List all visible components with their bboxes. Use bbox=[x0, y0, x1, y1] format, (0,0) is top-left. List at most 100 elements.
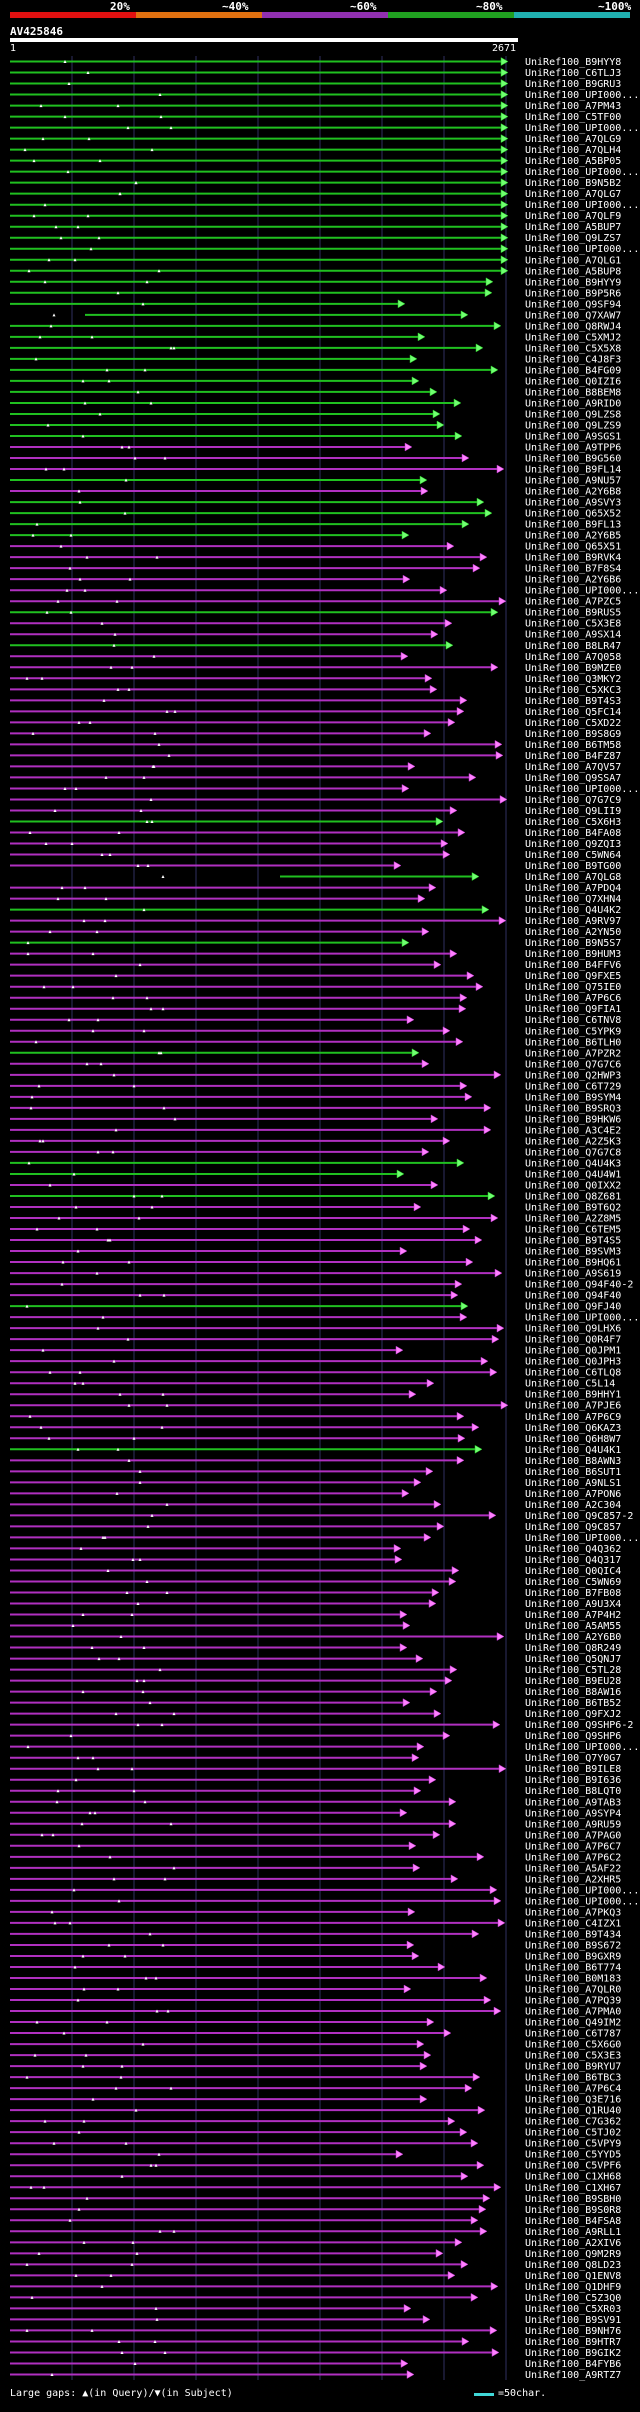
hit-label[interactable]: UniRef100_Q4U4K2 bbox=[525, 905, 621, 916]
hit-label[interactable]: UniRef100_Q8R249 bbox=[525, 1643, 621, 1654]
hit-label[interactable]: UniRef100_A7QLH4 bbox=[525, 145, 621, 156]
hit-label[interactable]: UniRef100_B6T774 bbox=[525, 1962, 621, 1973]
hit-label[interactable]: UniRef100_B9HQ61 bbox=[525, 1258, 621, 1269]
hit-label[interactable]: UniRef100_Q9LZS9 bbox=[525, 420, 621, 431]
hit-label[interactable]: UniRef100_B9HYY9 bbox=[525, 277, 621, 288]
hit-label[interactable]: UniRef100_Q0IXX2 bbox=[525, 1180, 621, 1191]
hit-label[interactable]: UniRef100_C5XD22 bbox=[525, 718, 621, 729]
hit-label[interactable]: UniRef100_B9S672 bbox=[525, 1940, 621, 1951]
hit-label[interactable]: UniRef100_Q9C857 bbox=[525, 1522, 621, 1533]
hit-label[interactable]: UniRef100_UPI000... bbox=[525, 1896, 639, 1907]
hit-label[interactable]: UniRef100_C5XMJ2 bbox=[525, 332, 621, 343]
hit-label[interactable]: UniRef100_Q9LII9 bbox=[525, 806, 621, 817]
hit-label[interactable]: UniRef100_Q7XHN4 bbox=[525, 894, 621, 905]
hit-label[interactable]: UniRef100_Q0JPH3 bbox=[525, 1357, 621, 1368]
hit-label[interactable]: UniRef100_A2Y6B0 bbox=[525, 1632, 621, 1643]
hit-label[interactable]: UniRef100_Q5QNJ7 bbox=[525, 1654, 621, 1665]
hit-label[interactable]: UniRef100_A2YN50 bbox=[525, 927, 621, 938]
hit-label[interactable]: UniRef100_B9RVK4 bbox=[525, 553, 621, 564]
hit-label[interactable]: UniRef100_B9SRQ3 bbox=[525, 1103, 621, 1114]
hit-label[interactable]: UniRef100_A2XHR5 bbox=[525, 1874, 621, 1885]
hit-label[interactable]: UniRef100_Q0IZI6 bbox=[525, 376, 621, 387]
hit-label[interactable]: UniRef100_A5AM55 bbox=[525, 1621, 621, 1632]
hit-label[interactable]: UniRef100_Q94F40-2 bbox=[525, 1280, 633, 1291]
hit-label[interactable]: UniRef100_Q3E716 bbox=[525, 2095, 621, 2106]
hit-label[interactable]: UniRef100_UPI000... bbox=[525, 123, 639, 134]
hit-label[interactable]: UniRef100_A5BP05 bbox=[525, 156, 621, 167]
hit-label[interactable]: UniRef100_Q7G7C8 bbox=[525, 1147, 621, 1158]
hit-label[interactable]: UniRef100_B9HUM3 bbox=[525, 949, 621, 960]
hit-label[interactable]: UniRef100_A9NLS1 bbox=[525, 1478, 621, 1489]
hit-label[interactable]: UniRef100_A7PMA0 bbox=[525, 2007, 621, 2018]
hit-label[interactable]: UniRef100_Q9SF94 bbox=[525, 299, 621, 310]
hit-label[interactable]: UniRef100_Q9SHP6-2 bbox=[525, 1720, 633, 1731]
hit-label[interactable]: UniRef100_B8LQT0 bbox=[525, 1786, 621, 1797]
hit-label[interactable]: UniRef100_B9GIK2 bbox=[525, 2348, 621, 2359]
hit-label[interactable]: UniRef100_Q4Q317 bbox=[525, 1555, 621, 1566]
hit-label[interactable]: UniRef100_C1XH67 bbox=[525, 2183, 621, 2194]
hit-label[interactable]: UniRef100_A7QLG7 bbox=[525, 189, 621, 200]
hit-label[interactable]: UniRef100_B9T6Q2 bbox=[525, 1202, 621, 1213]
hit-label[interactable]: UniRef100_C7G362 bbox=[525, 2117, 621, 2128]
hit-label[interactable]: UniRef100_A7PAG0 bbox=[525, 1830, 621, 1841]
hit-label[interactable]: UniRef100_B9FL14 bbox=[525, 465, 621, 476]
hit-label[interactable]: UniRef100_Q3MKY2 bbox=[525, 674, 621, 685]
hit-label[interactable]: UniRef100_B9EU28 bbox=[525, 1676, 621, 1687]
hit-label[interactable]: UniRef100_Q0R4F7 bbox=[525, 1335, 621, 1346]
hit-label[interactable]: UniRef100_Q8LD23 bbox=[525, 2260, 621, 2271]
hit-label[interactable]: UniRef100_C6TEM5 bbox=[525, 1225, 621, 1236]
hit-label[interactable]: UniRef100_C6TLJ3 bbox=[525, 68, 621, 79]
hit-label[interactable]: UniRef100_A9RID0 bbox=[525, 398, 621, 409]
hit-label[interactable]: UniRef100_Q9FXJ2 bbox=[525, 1709, 621, 1720]
hit-label[interactable]: UniRef100_B9T434 bbox=[525, 1929, 621, 1940]
hit-label[interactable]: UniRef100_B7F8S4 bbox=[525, 564, 621, 575]
hit-label[interactable]: UniRef100_A2C304 bbox=[525, 1500, 621, 1511]
hit-label[interactable]: UniRef100_Q9LHX6 bbox=[525, 1324, 621, 1335]
hit-label[interactable]: UniRef100_C5X3E3 bbox=[525, 2051, 621, 2062]
hit-label[interactable]: UniRef100_C5X6H3 bbox=[525, 817, 621, 828]
hit-label[interactable]: UniRef100_Q75IE0 bbox=[525, 982, 621, 993]
hit-label[interactable]: UniRef100_Q7Y0G7 bbox=[525, 1753, 621, 1764]
hit-label[interactable]: UniRef100_UPI000... bbox=[525, 1885, 639, 1896]
hit-label[interactable]: UniRef100_B9S8G9 bbox=[525, 729, 621, 740]
hit-label[interactable]: UniRef100_UPI000... bbox=[525, 90, 639, 101]
hit-label[interactable]: UniRef100_A7QLG9 bbox=[525, 134, 621, 145]
hit-label[interactable]: UniRef100_A7P6C9 bbox=[525, 1412, 621, 1423]
hit-label[interactable]: UniRef100_B9I636 bbox=[525, 1775, 621, 1786]
hit-label[interactable]: UniRef100_B9HYY8 bbox=[525, 57, 621, 68]
hit-label[interactable]: UniRef100_A9SGS1 bbox=[525, 431, 621, 442]
hit-label[interactable]: UniRef100_A5BUP8 bbox=[525, 266, 621, 277]
hit-label[interactable]: UniRef100_A7QV57 bbox=[525, 762, 621, 773]
hit-label[interactable]: UniRef100_A9RTZ7 bbox=[525, 2370, 621, 2381]
hit-label[interactable]: UniRef100_A2Y6B5 bbox=[525, 531, 621, 542]
hit-label[interactable]: UniRef100_C5VPY9 bbox=[525, 2139, 621, 2150]
hit-label[interactable]: UniRef100_Q8Z681 bbox=[525, 1191, 621, 1202]
hit-label[interactable]: UniRef100_B9SVM3 bbox=[525, 1247, 621, 1258]
hit-label[interactable]: UniRef100_Q0JPM1 bbox=[525, 1346, 621, 1357]
hit-label[interactable]: UniRef100_C5TF00 bbox=[525, 112, 621, 123]
hit-label[interactable]: UniRef100_A7QLF9 bbox=[525, 211, 621, 222]
hit-label[interactable]: UniRef100_B9RUS5 bbox=[525, 608, 621, 619]
hit-label[interactable]: UniRef100_A7QLR0 bbox=[525, 1984, 621, 1995]
hit-label[interactable]: UniRef100_Q7XAW7 bbox=[525, 310, 621, 321]
hit-label[interactable]: UniRef100_A9RV97 bbox=[525, 916, 621, 927]
hit-label[interactable]: UniRef100_C6T787 bbox=[525, 2029, 621, 2040]
hit-label[interactable]: UniRef100_B8AWN3 bbox=[525, 1456, 621, 1467]
hit-label[interactable]: UniRef100_A7P6C2 bbox=[525, 1852, 621, 1863]
hit-label[interactable]: UniRef100_C6TLQ8 bbox=[525, 1368, 621, 1379]
hit-label[interactable]: UniRef100_Q7G7C9 bbox=[525, 795, 621, 806]
hit-label[interactable]: UniRef100_B8BEM8 bbox=[525, 387, 621, 398]
hit-label[interactable]: UniRef100_C5TJ02 bbox=[525, 2128, 621, 2139]
hit-label[interactable]: UniRef100_B9HKW6 bbox=[525, 1114, 621, 1125]
hit-label[interactable]: UniRef100_A9S619 bbox=[525, 1269, 621, 1280]
hit-label[interactable]: UniRef100_UPI000... bbox=[525, 200, 639, 211]
hit-label[interactable]: UniRef100_B9GXR9 bbox=[525, 1951, 621, 1962]
hit-label[interactable]: UniRef100_C5L14 bbox=[525, 1379, 615, 1390]
hit-label[interactable]: UniRef100_A7PDQ4 bbox=[525, 883, 621, 894]
hit-label[interactable]: UniRef100_Q1RU40 bbox=[525, 2106, 621, 2117]
hit-label[interactable]: UniRef100_Q1DHF9 bbox=[525, 2282, 621, 2293]
hit-label[interactable]: UniRef100_Q4U4K3 bbox=[525, 1158, 621, 1169]
hit-label[interactable]: UniRef100_C6TNV8 bbox=[525, 1015, 621, 1026]
hit-label[interactable]: UniRef100_A7P4H2 bbox=[525, 1610, 621, 1621]
hit-label[interactable]: UniRef100_A9RU59 bbox=[525, 1819, 621, 1830]
